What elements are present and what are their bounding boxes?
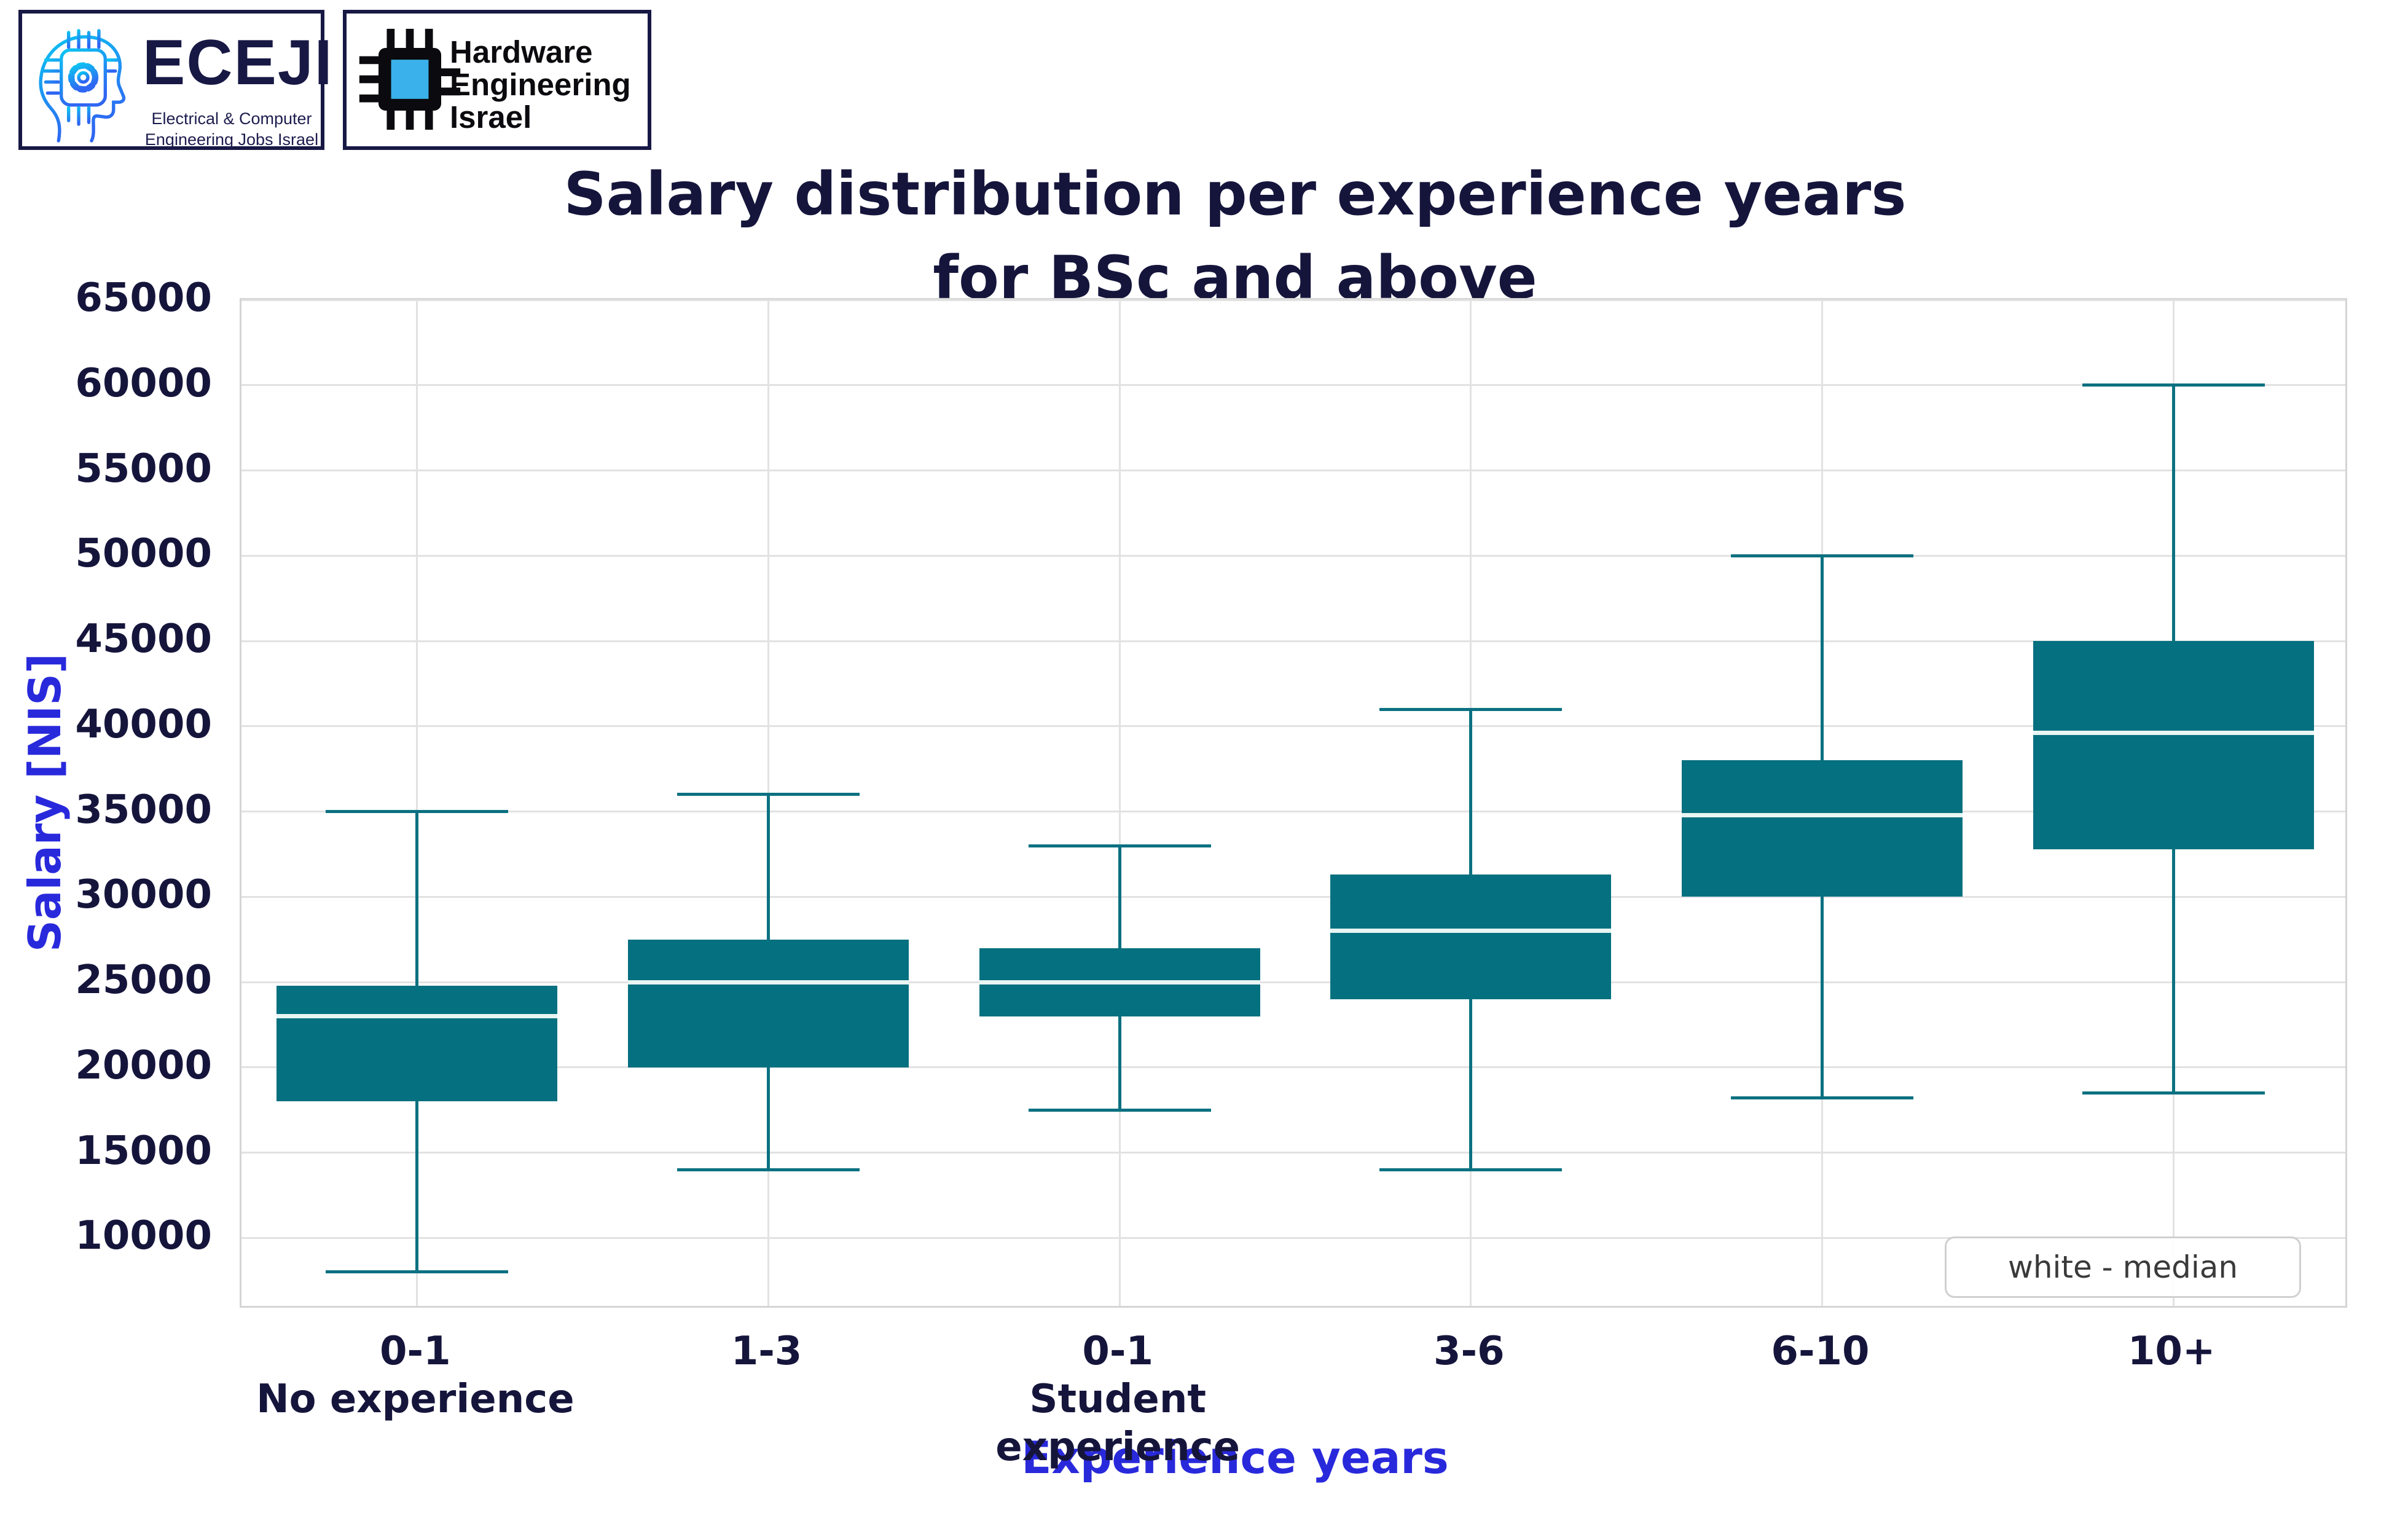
y-tick-label: 65000 [75, 275, 212, 321]
boxplot-lower-cap [1379, 1168, 1563, 1171]
boxplot-lower-whisker [767, 1067, 770, 1170]
y-tick-label: 10000 [75, 1213, 212, 1259]
boxplot-upper-cap [326, 810, 509, 814]
boxplot-lower-whisker [415, 1101, 419, 1272]
x-gridline [416, 300, 418, 1306]
boxplot-median-line [627, 980, 909, 985]
y-tick-label: 35000 [75, 787, 212, 833]
x-tick-label-line: experience [995, 1425, 1241, 1471]
boxplot-upper-whisker [415, 811, 419, 986]
boxplot-lower-cap [326, 1270, 509, 1274]
legend: white - median [1945, 1236, 2301, 1298]
chart-title: Salary distribution per experience years… [221, 152, 2249, 320]
legend-label: white - median [2007, 1249, 2238, 1285]
x-tick-label: 3-6 [1254, 1327, 1684, 1375]
boxplot-median-line [979, 980, 1260, 985]
y-gridline [241, 554, 2345, 557]
y-tick-label: 45000 [75, 616, 212, 662]
x-tick-label: 0-1 Student experience [903, 1327, 1333, 1471]
y-tick-label: 15000 [75, 1128, 212, 1174]
boxplot-box [1681, 760, 1963, 897]
boxplot-median-line [276, 1014, 558, 1019]
y-gridline [241, 981, 2345, 983]
x-tick-label-line: 6-10 [1771, 1329, 1870, 1374]
boxplot-lower-cap [2082, 1091, 2265, 1095]
eceji-head-chip-icon [39, 29, 126, 143]
hardware-engineering-israel-logo: Hardware Engineering Israel [343, 10, 651, 150]
y-gridline [241, 640, 2345, 642]
boxplot-median-line [1330, 929, 1612, 933]
boxplot-lower-whisker [1469, 999, 1473, 1170]
y-gridline [241, 299, 2345, 301]
x-tick-label-line: 10+ [2127, 1329, 2216, 1374]
boxplot-upper-whisker [1821, 556, 1824, 761]
eceji-logo-name: ECEJI [143, 27, 334, 98]
x-tick-label-line: 1-3 [731, 1329, 802, 1374]
eceji-logo-subtitle-line2: Engineering Jobs Israel [144, 130, 319, 149]
boxplot-upper-cap [1379, 707, 1563, 711]
eceji-logo: ECEJI Electrical & Computer Engineering … [18, 10, 334, 150]
boxplot-lower-whisker [1821, 897, 1824, 1098]
boxplot-lower-cap [1730, 1096, 1914, 1100]
boxplot-lower-cap [677, 1168, 860, 1171]
x-tick-label: 10+ [1956, 1327, 2386, 1375]
chart-title-line1: Salary distribution per experience years [563, 160, 1907, 229]
hei-chip-icon [359, 28, 461, 130]
plot-area [240, 298, 2347, 1308]
boxplot-lower-whisker [2171, 849, 2175, 1093]
boxplot-upper-whisker [1118, 846, 1121, 948]
y-tick-label: 40000 [75, 701, 212, 747]
y-tick-label: 20000 [75, 1042, 212, 1088]
x-axis-label: Experience years [1021, 1432, 1449, 1484]
x-tick-label: 1-3 [552, 1327, 982, 1375]
y-gridline [241, 895, 2345, 898]
y-tick-label: 60000 [75, 360, 212, 406]
hei-logo-line1: Hardware [450, 34, 593, 69]
boxplot-median-line [2033, 731, 2314, 736]
boxplot-upper-whisker [767, 794, 770, 940]
y-tick-label: 25000 [75, 957, 212, 1004]
eceji-logo-subtitle-line1: Electrical & Computer [151, 109, 312, 128]
x-tick-label-line: 0-1 [380, 1329, 451, 1374]
y-tick-label: 30000 [75, 872, 212, 918]
x-tick-label: 6-10 [1606, 1327, 2036, 1375]
x-tick-label-line: 3-6 [1433, 1329, 1505, 1374]
boxplot-upper-whisker [2171, 385, 2175, 642]
x-tick-label-line: Student [1029, 1377, 1206, 1423]
boxplot-box [627, 939, 909, 1067]
boxplot-lower-whisker [1118, 1016, 1121, 1110]
x-tick-label-line: No experience [256, 1377, 575, 1423]
boxplot-box [2033, 641, 2314, 849]
x-gridline [1118, 300, 1121, 1306]
y-gridline [241, 725, 2345, 728]
y-tick-label: 55000 [75, 446, 212, 492]
y-gridline [241, 1152, 2345, 1154]
y-gridline [241, 1236, 2345, 1239]
boxplot-box [276, 985, 558, 1102]
y-tick-label: 50000 [75, 531, 212, 577]
boxplot-upper-cap [677, 793, 860, 796]
boxplot-median-line [1681, 812, 1963, 817]
y-gridline [241, 470, 2345, 472]
hei-logo-text: Hardware Engineering Israel [450, 36, 631, 133]
boxplot-upper-cap [1730, 554, 1914, 557]
boxplot-upper-whisker [1469, 709, 1473, 875]
x-tick-label-line: 0-1 [1082, 1329, 1153, 1374]
y-gridline [241, 811, 2345, 813]
boxplot-upper-cap [1028, 844, 1211, 847]
y-gridline [241, 384, 2345, 387]
boxplot-box [1330, 874, 1612, 999]
boxplot-lower-cap [1028, 1108, 1211, 1112]
hei-logo-line3: Israel [450, 100, 532, 135]
y-gridline [241, 1066, 2345, 1069]
hei-logo-line2: Engineering [450, 67, 631, 103]
x-tick-label: 0-1 No experience [200, 1327, 630, 1423]
boxplot-upper-cap [2082, 383, 2265, 387]
